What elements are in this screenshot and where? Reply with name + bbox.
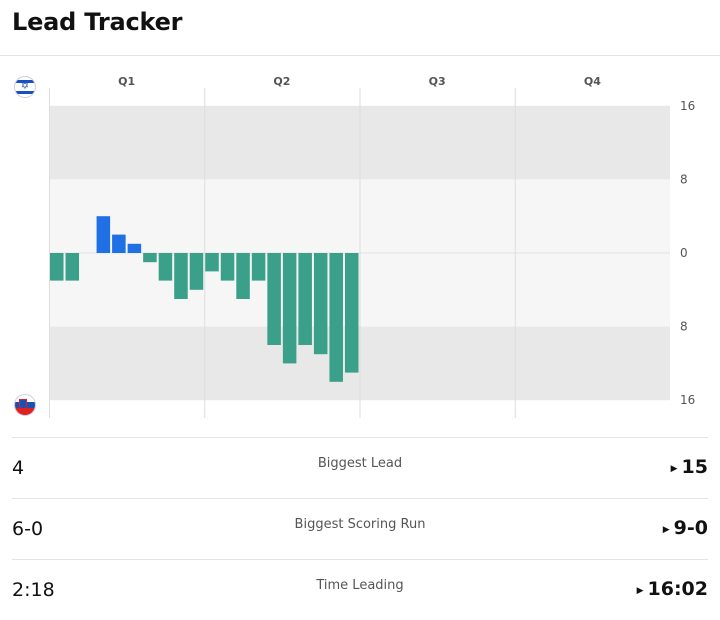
lead-bar [112,234,126,253]
stat-left-value: 4 [12,457,25,479]
page-title: Lead Tracker [12,8,183,36]
stat-row-time-leading: 2:18 Time Leading ▶ 16:02 [12,559,708,620]
lead-bar [282,253,297,364]
lead-bar [50,253,64,281]
stat-left-value: 2:18 [12,579,55,601]
header: Lead Tracker [0,0,720,56]
leader-triangle-icon: ▶ [636,586,644,596]
stat-label: Biggest Scoring Run [294,517,426,532]
lead-bar [96,216,111,253]
lead-bar [189,253,204,290]
lead-bar [127,243,142,253]
y-tick-label: 16 [680,99,695,113]
lead-bar [205,253,219,272]
leader-triangle-icon: ▶ [662,525,670,535]
y-tick-label: 8 [680,172,688,186]
israel-flag-icon: ✡ [14,76,36,98]
stat-right-value-wrap: ▶ 15 [671,456,708,478]
quarter-label-q2: Q2 [273,75,290,88]
lead-bar [313,253,328,355]
lead-bar [344,253,359,373]
lead-bar [251,253,266,281]
quarter-label-q1: Q1 [118,75,135,88]
stats-table: 4 Biggest Lead ▶ 15 6-0 Biggest Scoring R… [12,437,708,620]
lead-bar [267,253,281,345]
lead-bar [143,253,157,263]
stat-row-biggest-lead: 4 Biggest Lead ▶ 15 [12,437,708,498]
lead-tracker-chart: Q1 Q2 Q3 Q4 16 8 0 8 16 [49,75,695,418]
lead-bar [329,253,343,382]
slovenia-flag-icon [14,394,36,416]
lead-bar [236,253,250,299]
stat-right-value: 16:02 [647,578,708,600]
stat-label: Biggest Lead [317,456,403,471]
stat-right-value: 9-0 [673,517,708,539]
stat-left-value: 6-0 [12,518,44,540]
quarter-label-q3: Q3 [429,75,446,88]
lead-bar [298,253,312,345]
y-tick-label: 16 [680,393,695,407]
stat-right-value-wrap: ▶ 9-0 [663,517,708,539]
lead-bar [220,253,235,281]
lead-bar [65,253,80,281]
quarter-label-q4: Q4 [584,75,601,88]
y-tick-label: 0 [680,246,688,260]
stat-right-value-wrap: ▶ 16:02 [637,578,708,600]
lead-bar [174,253,188,299]
stat-right-value: 15 [681,456,708,478]
y-tick-label: 8 [680,320,688,334]
lead-bar [158,253,173,281]
stat-row-biggest-scoring-run: 6-0 Biggest Scoring Run ▶ 9-0 [12,498,708,559]
leader-triangle-icon: ▶ [670,464,678,474]
stat-label: Time Leading [316,578,404,593]
